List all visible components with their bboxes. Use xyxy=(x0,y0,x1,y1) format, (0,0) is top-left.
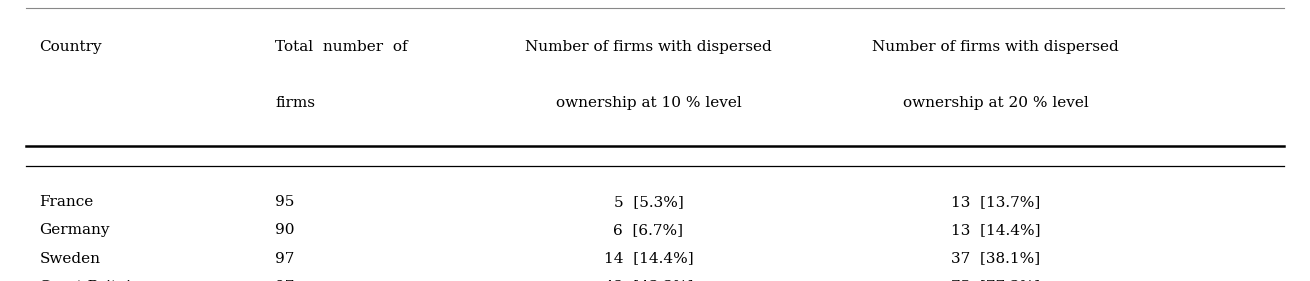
Text: firms: firms xyxy=(275,96,316,110)
Text: Country: Country xyxy=(39,40,102,54)
Text: 95: 95 xyxy=(275,195,295,209)
Text: Number of firms with dispersed: Number of firms with dispersed xyxy=(525,40,772,54)
Text: 42  [43.3%]: 42 [43.3%] xyxy=(604,280,693,281)
Text: 97: 97 xyxy=(275,251,295,266)
Text: 14  [14.4%]: 14 [14.4%] xyxy=(604,251,693,266)
Text: 97: 97 xyxy=(275,280,295,281)
Text: 13  [14.4%]: 13 [14.4%] xyxy=(951,223,1040,237)
Text: 5  [5.3%]: 5 [5.3%] xyxy=(613,195,684,209)
Text: 90: 90 xyxy=(275,223,295,237)
Text: Germany: Germany xyxy=(39,223,110,237)
Text: Sweden: Sweden xyxy=(39,251,101,266)
Text: 13  [13.7%]: 13 [13.7%] xyxy=(951,195,1040,209)
Text: 75  [77.3%]: 75 [77.3%] xyxy=(951,280,1040,281)
Text: Great Britain: Great Britain xyxy=(39,280,141,281)
Text: Total  number  of: Total number of xyxy=(275,40,407,54)
Text: ownership at 20 % level: ownership at 20 % level xyxy=(903,96,1089,110)
Text: Number of firms with dispersed: Number of firms with dispersed xyxy=(872,40,1119,54)
Text: ownership at 10 % level: ownership at 10 % level xyxy=(555,96,741,110)
Text: 37  [38.1%]: 37 [38.1%] xyxy=(951,251,1040,266)
Text: 6  [6.7%]: 6 [6.7%] xyxy=(613,223,684,237)
Text: France: France xyxy=(39,195,93,209)
